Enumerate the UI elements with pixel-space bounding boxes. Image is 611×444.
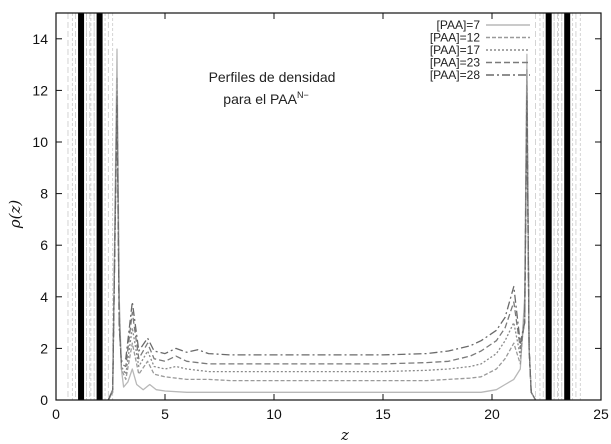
annotation-line-2: para el PAAN− <box>223 90 308 107</box>
plot-frame <box>55 12 602 401</box>
series-line-5 <box>107 100 537 401</box>
y-tick-label: 0 <box>40 392 48 408</box>
x-tick-label: 5 <box>161 406 169 422</box>
y-tick-label: 2 <box>40 340 48 356</box>
series-line-3 <box>107 84 537 401</box>
annotation-line-2-main: para el PAA <box>223 91 297 107</box>
legend: [PAA]=7[PAA]=12[PAA]=17[PAA]=23[PAA]=28 <box>430 18 530 82</box>
annotation-line-1: Perfiles de densidad <box>209 69 336 85</box>
legend-label: [PAA]=7 <box>437 18 481 32</box>
x-tick-label: 0 <box>52 406 60 422</box>
y-tick-label: 12 <box>32 82 48 98</box>
y-tick-label: 6 <box>40 237 48 253</box>
y-axis-label: ρ(z) <box>6 200 24 230</box>
wall-lines <box>67 13 581 400</box>
legend-label: [PAA]=28 <box>430 68 480 82</box>
y-tick-label: 8 <box>40 186 48 202</box>
y-tick-label: 4 <box>40 289 48 305</box>
legend-label: [PAA]=23 <box>430 56 480 70</box>
legend-label: [PAA]=17 <box>430 43 480 57</box>
annotation-superscript: N− <box>297 90 309 100</box>
series-line-2 <box>107 69 537 401</box>
x-tick-label: 20 <box>484 406 500 422</box>
x-tick-label: 10 <box>266 406 282 422</box>
x-tick-label: 15 <box>375 406 391 422</box>
x-axis-label: z <box>340 426 349 444</box>
x-axis-ticks: 0 5 10 15 20 25 <box>52 13 609 422</box>
density-series <box>107 48 537 401</box>
x-tick-label: 25 <box>593 406 609 422</box>
series-line-4 <box>107 94 537 401</box>
series-line-1 <box>107 48 537 401</box>
y-tick-label: 10 <box>32 134 48 150</box>
y-tick-label: 14 <box>32 31 48 47</box>
y-axis-ticks: 0 2 4 6 8 10 12 14 <box>32 31 601 408</box>
legend-label: [PAA]=12 <box>430 31 480 45</box>
